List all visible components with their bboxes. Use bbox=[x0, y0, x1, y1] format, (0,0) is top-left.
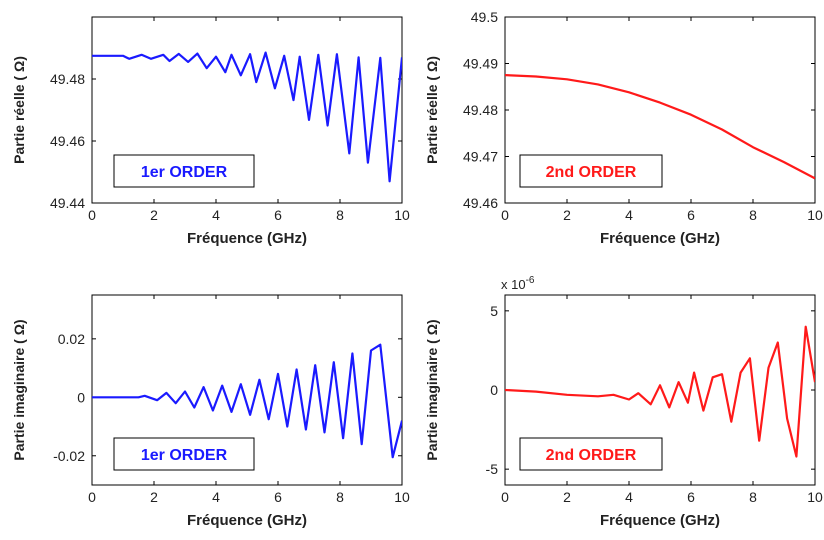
series-line bbox=[505, 74, 815, 180]
series-line bbox=[505, 325, 815, 458]
x-axis-label: Fréquence (GHz) bbox=[600, 512, 720, 529]
x-tick-label: 0 bbox=[501, 207, 509, 223]
series-line bbox=[92, 51, 402, 183]
y-axis-label: Partie imaginaire ( Ω) bbox=[11, 319, 27, 460]
x-tick-label: 0 bbox=[501, 489, 509, 505]
series-line bbox=[92, 343, 402, 459]
x-tick-label: 0 bbox=[88, 489, 96, 505]
y-axis-label: Partie réelle ( Ω) bbox=[424, 56, 440, 164]
x-tick-label: 8 bbox=[336, 207, 344, 223]
y-tick-label: 49.46 bbox=[50, 133, 85, 149]
x-tick-label: 6 bbox=[274, 207, 282, 223]
legend: 2nd ORDER bbox=[519, 437, 663, 471]
y-scale-base: x 10 bbox=[501, 277, 526, 292]
y-tick-label: 0 bbox=[490, 382, 498, 398]
x-tick-label: 6 bbox=[687, 207, 695, 223]
y-tick-label: 49.48 bbox=[463, 102, 498, 118]
x-tick-label: 2 bbox=[563, 489, 571, 505]
x-tick-label: 10 bbox=[394, 207, 410, 223]
y-axis-label: Partie imaginaire ( Ω) bbox=[424, 319, 440, 460]
x-tick-label: 10 bbox=[807, 489, 823, 505]
legend: 2nd ORDER bbox=[519, 154, 663, 188]
x-tick-label: 2 bbox=[150, 207, 158, 223]
legend-box bbox=[519, 154, 663, 188]
x-tick-label: 6 bbox=[274, 489, 282, 505]
y-scale-exponent: -6 bbox=[526, 275, 535, 286]
x-tick-label: 6 bbox=[687, 489, 695, 505]
legend-label: 2nd ORDER bbox=[546, 447, 637, 464]
x-tick-label: 10 bbox=[394, 489, 410, 505]
x-axis-label: Fréquence (GHz) bbox=[187, 512, 307, 529]
x-tick-label: 10 bbox=[807, 207, 823, 223]
x-tick-label: 8 bbox=[749, 489, 757, 505]
legend-box bbox=[519, 437, 663, 471]
y-tick-label: 0.02 bbox=[58, 331, 85, 347]
legend-label: 1er ORDER bbox=[141, 447, 228, 464]
y-tick-label: -0.02 bbox=[53, 448, 85, 464]
y-tick-label: 49.49 bbox=[463, 56, 498, 72]
x-tick-label: 0 bbox=[88, 207, 96, 223]
x-tick-label: 4 bbox=[625, 207, 633, 223]
y-tick-label: 5 bbox=[490, 303, 498, 319]
x-tick-label: 4 bbox=[625, 489, 633, 505]
panel-bottom-left: 0 2 4 6 8 10 -0.02 0 0.02 Fréquence (GHz) Partie i… bbox=[11, 294, 410, 529]
x-tick-label: 2 bbox=[150, 489, 158, 505]
panel-top-right: 0 2 4 6 8 10 49.46 49.47 49.48 49.49 49.5 Fréquence… bbox=[424, 9, 823, 247]
x-axis-label: Fréquence (GHz) bbox=[187, 230, 307, 247]
x-axis-label: Fréquence (GHz) bbox=[600, 230, 720, 247]
x-tick-label: 4 bbox=[212, 489, 220, 505]
y-tick-label: 49.5 bbox=[471, 9, 498, 25]
legend-label: 2nd ORDER bbox=[546, 164, 637, 181]
y-tick-label: 49.46 bbox=[463, 195, 498, 211]
y-tick-label: 49.47 bbox=[463, 149, 498, 165]
y-scale-factor: x 10-6 bbox=[501, 275, 535, 292]
y-tick-label: 49.44 bbox=[50, 195, 85, 211]
legend-label: 1er ORDER bbox=[141, 164, 228, 181]
y-tick-label: -5 bbox=[486, 461, 499, 477]
y-tick-label: 49.48 bbox=[50, 71, 85, 87]
y-tick-label: 0 bbox=[77, 389, 85, 405]
x-tick-label: 2 bbox=[563, 207, 571, 223]
x-tick-label: 8 bbox=[749, 207, 757, 223]
x-tick-label: 4 bbox=[212, 207, 220, 223]
y-axis-label: Partie réelle ( Ω) bbox=[11, 56, 27, 164]
legend: 1er ORDER bbox=[113, 437, 255, 471]
legend-box bbox=[113, 437, 255, 471]
legend-box bbox=[113, 154, 255, 188]
x-tick-label: 8 bbox=[336, 489, 344, 505]
legend: 1er ORDER bbox=[113, 154, 255, 188]
panel-top-left: 0 2 4 6 8 10 49.44 49.46 49.48 Fréquence (GHz) Par… bbox=[11, 16, 410, 247]
